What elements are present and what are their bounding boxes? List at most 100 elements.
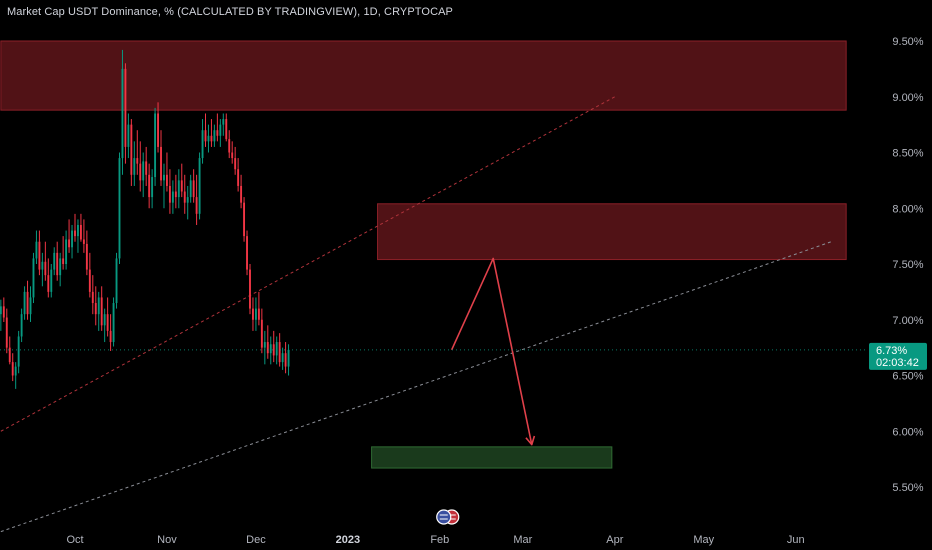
candle <box>243 197 246 242</box>
candle-body <box>186 197 189 203</box>
candle-body <box>269 344 272 354</box>
price-badge <box>869 342 927 370</box>
candle <box>53 247 56 276</box>
candle <box>231 141 234 164</box>
candle-body <box>32 258 35 298</box>
candle-body <box>106 314 109 331</box>
candle-body <box>62 258 65 264</box>
candle-body <box>157 113 159 147</box>
x-tick-label: 2023 <box>336 534 360 546</box>
us-flag-event-icon[interactable] <box>436 509 460 525</box>
y-axis: 9.50% 9.00% 8.50% 8.00% 7.50% 7.00% 6.50% 6.00%… <box>892 36 923 494</box>
candle <box>88 252 91 298</box>
candle-body <box>180 180 183 192</box>
candle <box>41 252 44 287</box>
candle <box>44 241 47 281</box>
candle-body <box>71 230 73 248</box>
candle <box>79 213 82 242</box>
candle-body <box>112 303 115 343</box>
candle-body <box>163 174 165 181</box>
candle-body <box>192 180 195 198</box>
candle-body <box>154 113 157 178</box>
candle <box>23 286 26 320</box>
candle <box>207 124 210 153</box>
candle <box>287 344 290 376</box>
candle <box>85 230 88 276</box>
candle-body <box>246 236 248 270</box>
candle-body <box>272 344 275 356</box>
candle-body <box>148 174 151 198</box>
candle-body <box>5 317 8 348</box>
candle-body <box>11 362 14 376</box>
candle <box>148 163 151 209</box>
candle-body <box>189 180 192 198</box>
candle <box>94 286 97 326</box>
candle <box>263 330 266 365</box>
candle-body <box>68 239 71 248</box>
price-badge-value: 6.73% <box>876 345 907 357</box>
candle-body <box>38 241 41 270</box>
candle <box>177 169 180 209</box>
candle <box>160 130 162 186</box>
candle-body <box>171 191 174 203</box>
target-zone-2 <box>371 446 613 469</box>
candle <box>17 330 20 374</box>
candle <box>192 169 195 203</box>
candle-body <box>88 269 91 292</box>
resistance-zone-0 <box>0 40 847 111</box>
candle <box>219 119 222 147</box>
candle <box>249 264 251 315</box>
x-tick-label: Mar <box>513 534 532 546</box>
candle-body <box>109 330 112 343</box>
candle-body <box>44 261 47 276</box>
candle-body <box>213 130 216 142</box>
candle <box>11 353 14 382</box>
candle-body <box>243 202 246 237</box>
candle-body <box>254 308 257 320</box>
candle-body <box>53 252 56 270</box>
trend-line-1 <box>0 241 832 533</box>
candle-body <box>257 308 260 320</box>
y-tick-label: 8.00% <box>892 203 923 215</box>
candle-body <box>130 124 133 175</box>
candle-body <box>234 158 237 170</box>
candle-body <box>142 161 145 181</box>
candle <box>65 230 68 270</box>
candle-body <box>160 146 162 181</box>
candle <box>97 291 100 331</box>
candle-body <box>100 297 103 326</box>
candle <box>157 102 159 153</box>
candle <box>112 297 115 347</box>
y-tick-label: 9.00% <box>892 92 923 104</box>
candle <box>74 213 76 242</box>
candle <box>198 152 201 220</box>
candle <box>189 174 192 203</box>
candle-body <box>168 185 171 203</box>
candle-body <box>183 191 186 203</box>
candle <box>272 330 275 363</box>
candle-body <box>41 261 44 270</box>
candle <box>38 230 41 276</box>
candle <box>180 163 183 198</box>
candle-body <box>174 191 177 198</box>
candle <box>0 299 2 331</box>
candle <box>118 152 121 264</box>
candle-body <box>210 135 213 142</box>
candle-body <box>240 185 243 203</box>
candle <box>82 219 85 253</box>
candle <box>47 258 50 298</box>
candle-body <box>201 130 204 159</box>
candle <box>171 180 174 214</box>
candle <box>281 347 284 370</box>
candle-body <box>225 119 228 140</box>
candle <box>234 146 237 175</box>
candle <box>5 308 8 354</box>
candle <box>201 119 204 164</box>
candle-body <box>2 306 5 318</box>
candle <box>257 291 260 326</box>
candle <box>222 113 225 136</box>
x-axis: Oct Nov Dec 2023 Feb Mar Apr May Jun <box>66 534 804 546</box>
y-tick-label: 7.50% <box>892 259 923 271</box>
x-tick-label: May <box>693 534 714 546</box>
